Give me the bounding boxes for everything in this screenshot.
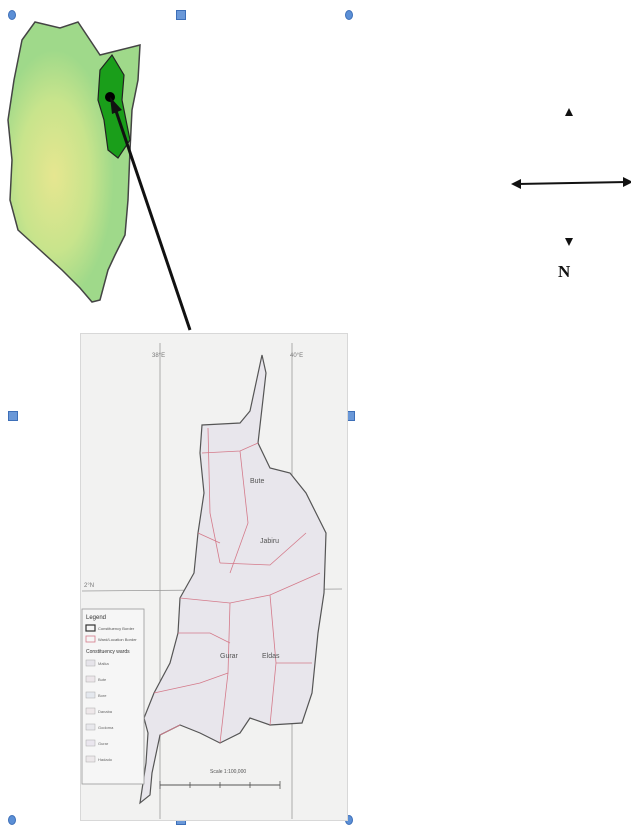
compass-down-arrow bbox=[565, 238, 573, 246]
kenya-outline bbox=[7, 21, 141, 303]
compass-east-arrowhead bbox=[623, 177, 631, 187]
ward-boundaries bbox=[153, 427, 321, 744]
selection-handle-middle-left[interactable] bbox=[8, 411, 18, 421]
legend-ward-4: Godoma bbox=[98, 725, 114, 730]
compass-up-arrow bbox=[565, 108, 573, 116]
county-scanned-map: 38°E 40°E 2°N Bute Jabiru Gurar Eldas Le… bbox=[80, 333, 348, 821]
county-boundary bbox=[139, 354, 327, 805]
legend-ward-list: Malka Bute Bore Danaba Godoma Gurar Hada… bbox=[85, 659, 114, 763]
legend-title: Legend bbox=[86, 615, 106, 621]
kenya-inset-map bbox=[7, 21, 192, 331]
compass-west-arrowhead bbox=[511, 179, 521, 189]
selection-handle-top-right[interactable] bbox=[345, 10, 353, 20]
region-label-south-1: Gurar bbox=[220, 653, 239, 660]
parallel-label: 2°N bbox=[84, 583, 94, 589]
selection-handle-top-left[interactable] bbox=[8, 10, 16, 20]
legend-section-title: Constituency wards bbox=[86, 649, 130, 655]
scale-label: Scale 1:100,000 bbox=[210, 769, 246, 775]
meridian-right-label: 40°E bbox=[290, 353, 303, 359]
legend-ward-3: Danaba bbox=[98, 709, 113, 714]
legend-ward-5: Gurar bbox=[98, 741, 109, 746]
pointer-arrow-head bbox=[110, 97, 122, 114]
compass-east-west-line bbox=[516, 181, 628, 185]
legend-item-0: Constituency Border bbox=[98, 626, 135, 631]
region-label-south-2: Eldas bbox=[262, 653, 280, 660]
legend-ward-1: Bute bbox=[98, 677, 107, 682]
map-legend: Legend Constituency Border Ward/Location… bbox=[81, 608, 145, 785]
legend-item-1: Ward/Location Border bbox=[98, 637, 137, 642]
legend-ward-0: Malka bbox=[98, 661, 109, 666]
scale-bar: Scale 1:100,000 bbox=[159, 769, 281, 789]
compass-north-label: N bbox=[558, 262, 571, 281]
region-label-center: Jabiru bbox=[260, 538, 279, 545]
compass-rose bbox=[511, 108, 631, 246]
pointer-arrow-line bbox=[113, 107, 192, 331]
selection-handle-top-center[interactable] bbox=[176, 10, 186, 20]
selection-handle-bottom-left[interactable] bbox=[8, 815, 16, 825]
region-label-north: Bute bbox=[250, 478, 265, 485]
legend-ward-2: Bore bbox=[98, 693, 107, 698]
meridian-left-label: 38°E bbox=[152, 353, 165, 359]
legend-ward-6: Hadado bbox=[98, 757, 113, 762]
